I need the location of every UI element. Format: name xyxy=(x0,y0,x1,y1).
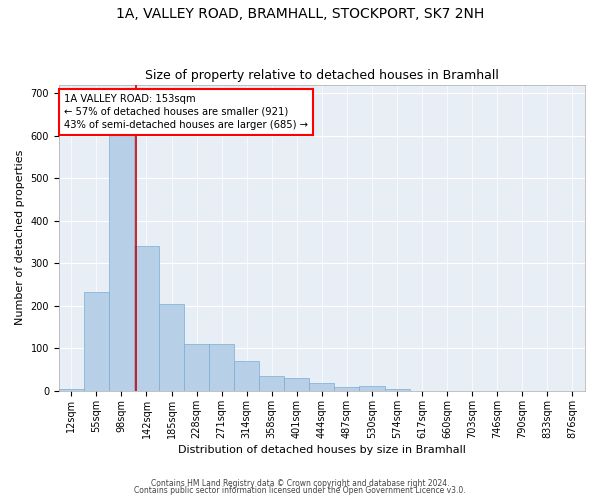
Text: 1A VALLEY ROAD: 153sqm
← 57% of detached houses are smaller (921)
43% of semi-de: 1A VALLEY ROAD: 153sqm ← 57% of detached… xyxy=(64,94,308,130)
Bar xyxy=(385,389,410,391)
Bar xyxy=(59,389,84,391)
Bar xyxy=(184,344,209,391)
Text: Contains public sector information licensed under the Open Government Licence v3: Contains public sector information licen… xyxy=(134,486,466,495)
X-axis label: Distribution of detached houses by size in Bramhall: Distribution of detached houses by size … xyxy=(178,445,466,455)
Title: Size of property relative to detached houses in Bramhall: Size of property relative to detached ho… xyxy=(145,69,499,82)
Bar xyxy=(84,292,109,391)
Bar xyxy=(310,382,334,391)
Bar xyxy=(359,386,385,391)
Text: 1A, VALLEY ROAD, BRAMHALL, STOCKPORT, SK7 2NH: 1A, VALLEY ROAD, BRAMHALL, STOCKPORT, SK… xyxy=(116,8,484,22)
Bar xyxy=(134,246,159,391)
Y-axis label: Number of detached properties: Number of detached properties xyxy=(15,150,25,326)
Bar xyxy=(209,344,234,391)
Bar xyxy=(284,378,310,391)
Bar xyxy=(234,361,259,391)
Bar xyxy=(334,387,359,391)
Bar xyxy=(259,376,284,391)
Bar xyxy=(159,304,184,391)
Bar xyxy=(109,114,134,391)
Text: Contains HM Land Registry data © Crown copyright and database right 2024.: Contains HM Land Registry data © Crown c… xyxy=(151,478,449,488)
